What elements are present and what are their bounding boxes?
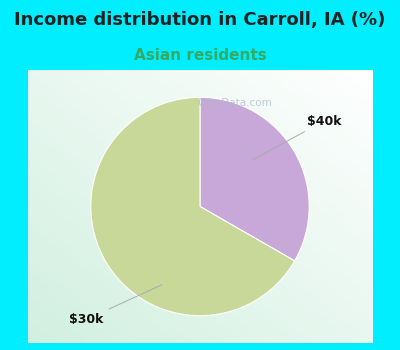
Text: $30k: $30k (70, 285, 162, 326)
Text: Asian residents: Asian residents (134, 49, 266, 63)
Text: Income distribution in Carroll, IA (%): Income distribution in Carroll, IA (%) (14, 10, 386, 29)
Text: $40k: $40k (252, 114, 341, 160)
Wedge shape (200, 97, 309, 261)
Text: City-Data.com: City-Data.com (197, 98, 272, 108)
Wedge shape (91, 97, 295, 316)
